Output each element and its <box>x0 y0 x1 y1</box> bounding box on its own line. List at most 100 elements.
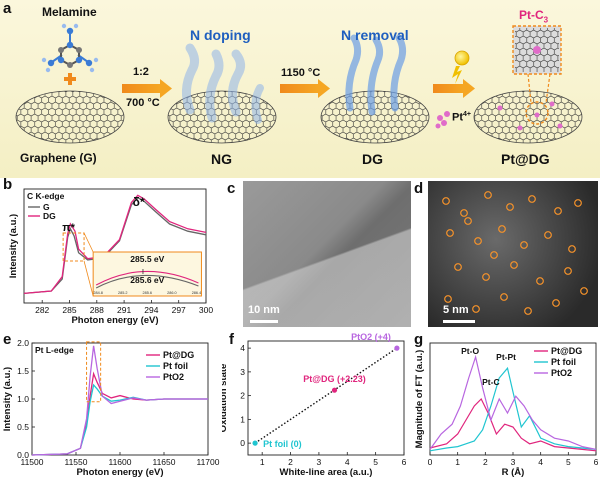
inset-curve-dg <box>95 270 199 286</box>
pt-ion-dots <box>435 111 450 129</box>
pt-atom-marker <box>442 197 450 205</box>
chart-title: Pt L-edge <box>35 345 74 355</box>
inset-connector <box>83 232 94 253</box>
chart-g-exafs: 0 1 2 3 4 5 6 R (Å) Magnitude of FT (a.u.) Pt-O Pt… <box>414 342 599 478</box>
legend-label: Pt@DG <box>163 350 194 360</box>
x-tick-label: 1 <box>455 457 460 467</box>
y-tick-label: 4 <box>240 343 245 353</box>
peak-label-pt-o: Pt-O <box>461 346 479 356</box>
pt-atom-marker <box>554 207 562 215</box>
inset-connector <box>83 260 94 297</box>
pt-atom-marker <box>536 277 544 285</box>
data-point-label: PtO2 (+4) <box>351 333 391 342</box>
plot-frame <box>23 188 207 304</box>
inset-curve-g <box>95 274 199 289</box>
y-tick-label: 2.0 <box>17 338 29 348</box>
legend-label: G <box>43 202 50 212</box>
panel-letter-c: c <box>227 180 236 197</box>
chart-e-xanes-pt: 11500 11550 11600 11650 11700 0.0 0.5 1.0 1.5 2.0… <box>2 338 220 478</box>
x-tick-label: 11500 <box>20 457 43 467</box>
series-line <box>429 397 597 452</box>
legend-label: Pt@DG <box>551 346 582 356</box>
temp1-label: 700 °C <box>126 97 160 109</box>
melamine-molecule <box>41 23 99 73</box>
pt-atom-marker <box>564 267 572 275</box>
x-tick-label: 282 <box>35 305 49 315</box>
x-tick-label: 297 <box>172 305 186 315</box>
x-tick-label: 6 <box>594 457 599 467</box>
highlight-circle <box>525 101 549 125</box>
legend-label: Pt foil <box>551 357 576 367</box>
data-point-label: Pt foil (0) <box>263 439 302 449</box>
x-tick-label: 1 <box>260 457 265 467</box>
graphene-sheet <box>15 90 125 144</box>
x-tick-label: 6 <box>402 457 407 467</box>
x-tick-label: 5 <box>373 457 378 467</box>
x-tick-label: 300 <box>199 305 213 315</box>
data-point <box>331 387 338 393</box>
series-line <box>429 354 597 450</box>
pt-single-atoms <box>497 101 563 131</box>
series-line <box>31 345 208 456</box>
dg-label: DG <box>362 151 383 167</box>
panel-letter-a: a <box>3 0 12 17</box>
peak-label-pt-c: Pt-C <box>482 377 499 387</box>
y-tick-label: 1.5 <box>17 366 29 376</box>
y-axis-label: Intensity (a.u.) <box>8 214 19 278</box>
haadf-single-atoms <box>442 191 588 315</box>
n-removal-label: N removal <box>341 27 409 43</box>
x-tick-label: 11700 <box>196 457 219 467</box>
n-doping-plumes <box>182 43 264 124</box>
pt-atom-marker <box>510 261 518 269</box>
x-tick-label: 2 <box>288 457 293 467</box>
peak-label-pt-pt: Pt-Pt <box>496 352 516 362</box>
n-removal-plumes <box>345 34 407 116</box>
pt-dg-sheet <box>473 90 583 144</box>
pt-atom-marker <box>474 237 482 245</box>
inset-tick-label: 285.6 <box>143 291 153 295</box>
melamine-label: Melamine <box>42 5 97 19</box>
y-axis-label: Intensity (a.u.) <box>2 367 13 431</box>
pt-atom-marker <box>446 229 454 237</box>
chart-b-xanes-ck: 282 285 288 291 294 297 300 Photon energy (eV) I… <box>8 188 213 326</box>
x-tick-label: 4 <box>538 457 543 467</box>
legend-label: Pt foil <box>163 361 188 371</box>
delta-star-annotation: δ* <box>133 195 145 209</box>
inset-label: 285.5 eV <box>130 254 164 264</box>
pt-atom-marker <box>520 241 528 249</box>
tem-scalebar <box>250 320 278 323</box>
x-tick-label: 5 <box>566 457 571 467</box>
ratio-label: 1:2 <box>133 66 149 78</box>
n-doping-label: N doping <box>190 27 251 43</box>
x-axis-label: R (Å) <box>502 467 525 478</box>
pt-atom-marker <box>500 293 508 301</box>
y-tick-label: 1 <box>240 414 245 424</box>
pt-atom-marker <box>498 225 506 233</box>
x-tick-label: 3 <box>317 457 322 467</box>
pt-atom-marker <box>544 231 552 239</box>
graphene-label: Graphene (G) <box>20 151 97 165</box>
pt-dg-label: Pt@DG <box>501 151 550 167</box>
pt-atom-marker <box>484 191 492 199</box>
panel-letter-d: d <box>414 180 424 197</box>
ng-sheet <box>167 90 277 144</box>
x-tick-label: 2 <box>483 457 488 467</box>
panel-letter-f: f <box>229 331 234 348</box>
x-tick-label: 3 <box>511 457 516 467</box>
inset-tick-label: 284.8 <box>93 291 103 295</box>
legend-label: DG <box>43 211 56 221</box>
fit-line <box>254 347 398 444</box>
inset-tick-label: 285.2 <box>118 291 128 295</box>
plot-frame <box>247 340 405 456</box>
data-point <box>252 440 258 446</box>
haadf-scalebar <box>443 320 475 323</box>
panel-letter-g: g <box>414 331 424 348</box>
pt-atom-marker <box>460 209 468 217</box>
pt-atom-marker <box>574 199 582 207</box>
data-point-label: Pt@DG (+2.23) <box>303 374 366 384</box>
pt-atom-marker <box>454 263 462 271</box>
x-axis-label: Photon energy (eV) <box>76 467 163 478</box>
panel-letter-e: e <box>3 331 12 348</box>
x-axis-label: White-line area (a.u.) <box>280 467 373 478</box>
